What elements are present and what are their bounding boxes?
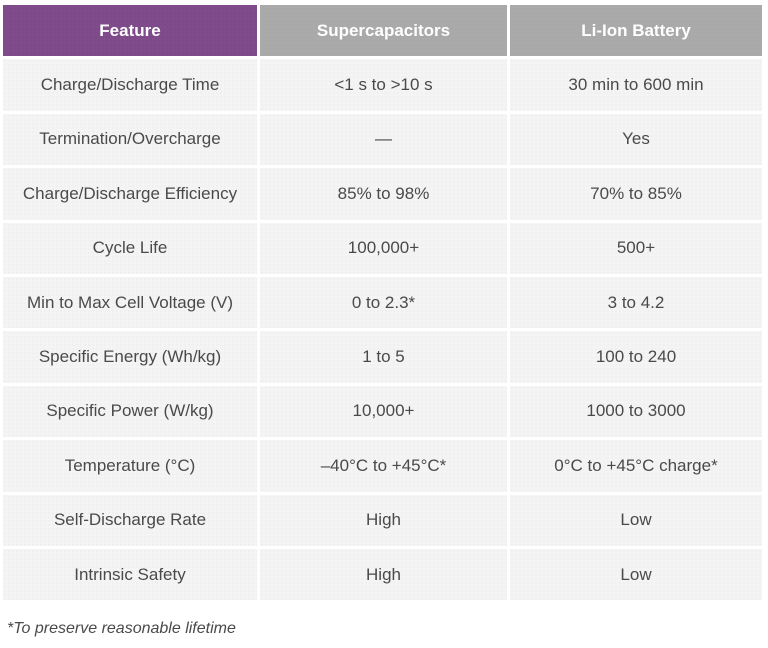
row-feature-cell: Specific Power (W/kg): [3, 385, 260, 441]
row-supercapacitor-cell: 85% to 98%: [260, 168, 510, 223]
row-supercapacitor-cell: 100,000+: [260, 222, 510, 277]
row-supercapacitor-cell: High: [260, 548, 510, 604]
row-li-ion-cell: Low: [510, 494, 762, 549]
header-supercapacitors: Supercapacitors: [260, 5, 510, 60]
row-li-ion-cell: 500+: [510, 222, 762, 277]
header-li-ion-battery: Li-Ion Battery: [510, 5, 762, 60]
row-li-ion-cell: 0°C to +45°C charge*: [510, 440, 762, 495]
row-supercapacitor-cell: 0 to 2.3*: [260, 276, 510, 332]
row-feature-cell: Self-Discharge Rate: [3, 494, 260, 549]
row-feature-cell: Intrinsic Safety: [3, 548, 260, 604]
row-li-ion-cell: 1000 to 3000: [510, 385, 762, 441]
row-li-ion-cell: 3 to 4.2: [510, 276, 762, 332]
row-feature-cell: Cycle Life: [3, 222, 260, 277]
row-supercapacitor-cell: <1 s to >10 s: [260, 59, 510, 114]
row-feature-cell: Charge/Discharge Efficiency: [3, 168, 260, 223]
row-feature-cell: Termination/Overcharge: [3, 113, 260, 169]
row-li-ion-cell: 30 min to 600 min: [510, 59, 762, 114]
row-feature-cell: Specific Energy (Wh/kg): [3, 331, 260, 386]
row-feature-cell: Charge/Discharge Time: [3, 59, 260, 114]
row-li-ion-cell: Low: [510, 548, 762, 604]
row-supercapacitor-cell: High: [260, 494, 510, 549]
row-li-ion-cell: 100 to 240: [510, 331, 762, 386]
header-feature: Feature: [3, 5, 260, 60]
row-feature-cell: Min to Max Cell Voltage (V): [3, 276, 260, 332]
footnote: *To preserve reasonable lifetime: [7, 620, 236, 637]
row-supercapacitor-cell: –40°C to +45°C*: [260, 440, 510, 495]
row-supercapacitor-cell: 1 to 5: [260, 331, 510, 386]
row-supercapacitor-cell: 10,000+: [260, 385, 510, 441]
row-feature-cell: Temperature (°C): [3, 440, 260, 495]
row-supercapacitor-cell: —: [260, 113, 510, 169]
row-li-ion-cell: Yes: [510, 113, 762, 169]
row-li-ion-cell: 70% to 85%: [510, 168, 762, 223]
comparison-table: Feature Supercapacitors Li-Ion Battery C…: [3, 5, 762, 604]
